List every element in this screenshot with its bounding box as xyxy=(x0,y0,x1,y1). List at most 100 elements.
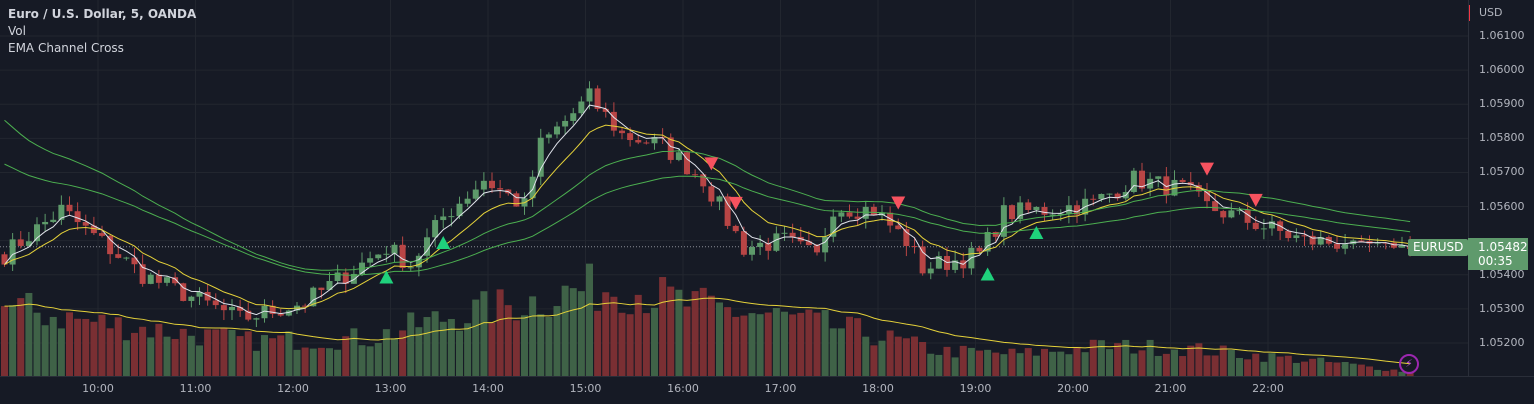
candle-body xyxy=(1,254,8,265)
candle-body xyxy=(1065,205,1072,214)
volume-bar xyxy=(1390,369,1398,376)
volume-bar xyxy=(139,326,147,376)
volume-bar xyxy=(334,349,342,376)
time-axis-divider xyxy=(0,376,1534,377)
volume-bar xyxy=(1179,356,1187,376)
volume-ma-line xyxy=(4,297,1411,365)
volume-bar xyxy=(594,310,602,376)
candle-body xyxy=(1098,193,1105,200)
candle-body xyxy=(334,272,341,282)
candle-body xyxy=(895,225,902,230)
volume-bar xyxy=(366,346,374,376)
price-tick-label: 1.06100 xyxy=(1479,29,1525,42)
volume-bar xyxy=(1130,353,1138,376)
candle-body xyxy=(1399,245,1405,248)
candle-body xyxy=(383,253,390,255)
volume-bar xyxy=(415,327,423,376)
candle-body xyxy=(66,204,73,212)
price-axis[interactable]: USD 1.06100 1.06000 1.05900 1.05800 1.05700 1… xyxy=(1468,0,1534,376)
volume-bar xyxy=(1081,352,1089,376)
volume-bar xyxy=(862,336,870,376)
volume-bar xyxy=(1024,348,1032,376)
price-tick-label: 1.05700 xyxy=(1479,165,1525,179)
volume-bar xyxy=(1284,355,1292,376)
sell-signal-icon xyxy=(1200,162,1214,176)
candle-body xyxy=(253,318,260,320)
currency-label[interactable]: USD xyxy=(1479,6,1503,19)
volume-bar xyxy=(651,307,658,376)
candle-body xyxy=(1195,185,1202,192)
candle-body xyxy=(17,239,24,246)
symbol-title[interactable]: Euro / U.S. Dollar, 5, OANDA xyxy=(8,7,197,21)
volume-bar xyxy=(261,335,268,376)
volume-bar xyxy=(569,288,577,376)
price-tick-label: 1.05400 xyxy=(1479,267,1525,281)
candle-body xyxy=(952,260,959,270)
volume-bar xyxy=(374,342,382,376)
volume-bar xyxy=(756,314,764,376)
volume-bar xyxy=(1211,355,1219,376)
volume-bar xyxy=(748,313,756,376)
volume-bar xyxy=(553,306,561,376)
candle-body xyxy=(448,216,455,218)
buy-signal-icon xyxy=(980,267,995,281)
candle-body xyxy=(1017,202,1024,220)
volume-bar xyxy=(919,342,927,376)
volume-bar xyxy=(228,329,236,376)
candle-body xyxy=(643,142,650,144)
volume-bar xyxy=(382,329,390,376)
time-tick-label: 18:00 xyxy=(862,382,894,395)
volume-bar xyxy=(967,347,975,376)
time-tick-label: 12:00 xyxy=(277,382,309,395)
candle-body xyxy=(1334,243,1340,249)
candle-body xyxy=(1236,210,1243,212)
volume-bar xyxy=(772,308,780,376)
volume-bar xyxy=(131,332,138,376)
volume-bar xyxy=(1049,351,1057,376)
volume-bar xyxy=(439,321,447,376)
price-chart[interactable] xyxy=(0,0,1468,376)
candle-body xyxy=(700,174,707,187)
volume-indicator-label[interactable]: Vol xyxy=(8,24,26,38)
volume-bar xyxy=(1366,366,1373,376)
candle-body xyxy=(107,235,114,255)
candle-body xyxy=(155,274,162,283)
candle-body xyxy=(1074,205,1080,215)
volume-bar xyxy=(90,321,98,376)
volume-bar xyxy=(805,309,813,376)
volume-bar xyxy=(431,311,439,376)
candle-body xyxy=(326,281,333,290)
candle-body xyxy=(229,306,235,311)
volume-bar xyxy=(1187,345,1195,376)
sell-signal-icon xyxy=(1248,193,1263,207)
time-tick-label: 16:00 xyxy=(667,382,699,395)
candle-body xyxy=(513,193,520,207)
volume-bar xyxy=(740,315,748,376)
ema-mid-line xyxy=(4,124,1411,310)
ema-indicator-label[interactable]: EMA Channel Cross xyxy=(8,41,124,55)
volume-bar xyxy=(1341,362,1349,376)
candle-body xyxy=(318,287,325,290)
candle-body xyxy=(204,291,211,301)
candle-body xyxy=(594,88,601,109)
candle-body xyxy=(846,212,853,217)
volume-bar xyxy=(358,345,366,376)
volume-bar xyxy=(57,328,65,376)
candle-body xyxy=(870,206,877,216)
lightning-icon[interactable]: ⚡ xyxy=(1399,354,1419,374)
time-tick-label: 19:00 xyxy=(959,382,992,395)
candle-body xyxy=(545,134,552,138)
volume-bar xyxy=(699,287,707,376)
volume-bar xyxy=(781,311,788,376)
candle-body xyxy=(302,305,309,307)
volume-bar xyxy=(25,292,33,376)
current-price: 1.05482 xyxy=(1478,240,1528,254)
volume-bar xyxy=(1,306,8,376)
candle-body xyxy=(757,242,764,248)
volume-bar xyxy=(1089,339,1097,376)
volume-bar xyxy=(610,296,618,376)
volume-bar xyxy=(821,310,829,376)
candle-body xyxy=(830,216,837,237)
volume-bar xyxy=(342,336,350,376)
volume-bar xyxy=(114,317,122,376)
